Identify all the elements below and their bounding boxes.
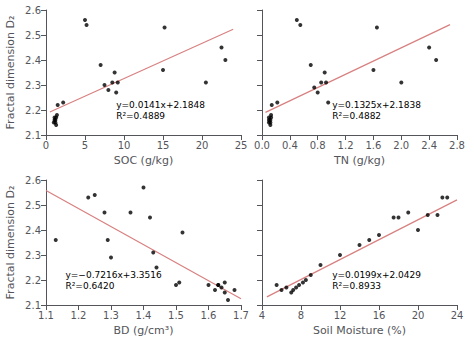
svg-text:12: 12 bbox=[334, 310, 347, 321]
svg-text:2.2: 2.2 bbox=[25, 105, 41, 116]
svg-text:BD (g/cm³): BD (g/cm³) bbox=[114, 324, 174, 337]
svg-text:R²=0.8933: R²=0.8933 bbox=[332, 281, 381, 291]
svg-text:0: 0 bbox=[43, 140, 49, 151]
svg-text:0.8: 0.8 bbox=[310, 140, 326, 151]
svg-text:1.6: 1.6 bbox=[201, 310, 217, 321]
svg-text:10: 10 bbox=[118, 140, 131, 151]
svg-text:2.4: 2.4 bbox=[25, 225, 41, 236]
svg-text:Fractal dimension D₂: Fractal dimension D₂ bbox=[4, 16, 17, 130]
svg-text:TN (g/kg): TN (g/kg) bbox=[333, 154, 385, 167]
svg-text:0.4: 0.4 bbox=[282, 140, 298, 151]
svg-text:20: 20 bbox=[196, 140, 209, 151]
svg-text:2.6: 2.6 bbox=[25, 175, 41, 186]
svg-text:1.3: 1.3 bbox=[103, 310, 119, 321]
svg-text:2.8: 2.8 bbox=[449, 140, 465, 151]
svg-text:25: 25 bbox=[235, 140, 248, 151]
svg-text:y=0.0141x+2.1848: y=0.0141x+2.1848 bbox=[116, 100, 205, 110]
svg-text:2.1: 2.1 bbox=[25, 299, 41, 311]
svg-text:16: 16 bbox=[373, 310, 386, 321]
svg-text:5: 5 bbox=[82, 140, 88, 151]
svg-text:y=−0.7216x+3.3516: y=−0.7216x+3.3516 bbox=[66, 270, 163, 280]
svg-text:20: 20 bbox=[412, 310, 425, 321]
svg-text:2.1: 2.1 bbox=[25, 130, 41, 141]
svg-text:0.0: 0.0 bbox=[254, 140, 270, 151]
svg-text:1.2: 1.2 bbox=[338, 140, 354, 151]
svg-text:1.2: 1.2 bbox=[71, 310, 87, 321]
svg-text:1.6: 1.6 bbox=[365, 140, 381, 151]
svg-text:2.3: 2.3 bbox=[25, 80, 41, 91]
svg-text:2.4: 2.4 bbox=[25, 55, 41, 66]
svg-text:2.4: 2.4 bbox=[421, 140, 437, 151]
svg-text:15: 15 bbox=[157, 140, 170, 151]
svg-text:2.2: 2.2 bbox=[25, 275, 41, 286]
svg-text:Fractal dimension D₂: Fractal dimension D₂ bbox=[4, 186, 17, 300]
svg-text:4: 4 bbox=[259, 310, 265, 321]
svg-text:2.5: 2.5 bbox=[25, 200, 41, 211]
svg-text:Soil Moisture (%): Soil Moisture (%) bbox=[313, 324, 406, 337]
svg-text:y=0.0199x+2.0429: y=0.0199x+2.0429 bbox=[332, 270, 421, 280]
svg-text:1.5: 1.5 bbox=[168, 310, 184, 321]
svg-text:2.5: 2.5 bbox=[25, 30, 41, 41]
svg-text:R²=0.4889: R²=0.4889 bbox=[116, 111, 165, 121]
svg-text:24: 24 bbox=[451, 310, 464, 321]
svg-text:SOC (g/kg): SOC (g/kg) bbox=[114, 154, 173, 167]
svg-text:y=0.1325x+2.1838: y=0.1325x+2.1838 bbox=[332, 100, 421, 110]
svg-text:1.7: 1.7 bbox=[233, 310, 249, 321]
svg-text:8: 8 bbox=[298, 310, 304, 321]
svg-text:R²=0.6420: R²=0.6420 bbox=[66, 281, 115, 291]
svg-text:1.1: 1.1 bbox=[38, 310, 54, 321]
svg-text:2.3: 2.3 bbox=[25, 250, 41, 261]
svg-text:1.4: 1.4 bbox=[136, 310, 152, 321]
svg-text:R²=0.4882: R²=0.4882 bbox=[332, 111, 381, 121]
svg-text:2.6: 2.6 bbox=[25, 5, 41, 16]
svg-text:2.0: 2.0 bbox=[393, 140, 409, 151]
